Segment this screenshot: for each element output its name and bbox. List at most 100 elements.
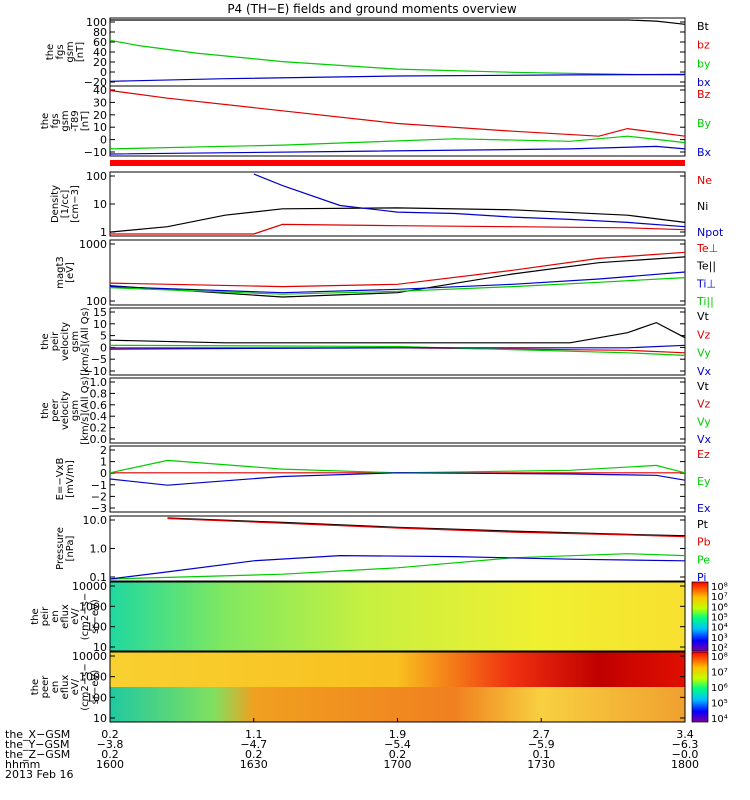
x-row-value: 2.7 — [533, 728, 551, 741]
y-tick-label: 0 — [100, 134, 107, 147]
x-row-value: 0.2 — [101, 748, 119, 761]
y-axis-label-line: [km/s](All Qs) — [80, 307, 91, 375]
y-axis-label-line: [nPa] — [65, 535, 76, 561]
panel-frame — [109, 515, 686, 582]
panel-density: 100 10 1 Density [1/cc] [cm−3] Ne Ni Npot — [50, 170, 724, 239]
y-tick-label: 5 — [100, 330, 107, 343]
y-axis-label-line: gsm — [60, 110, 71, 131]
y-tick-label: 10 — [93, 121, 107, 134]
x-row-value: 1.9 — [389, 728, 407, 741]
y-tick-label: 10 — [93, 712, 107, 725]
x-row-value: −4.7 — [240, 738, 267, 751]
date-label: 2013 Feb 16 — [5, 768, 73, 781]
colorbar — [691, 581, 709, 652]
series-line-blue — [109, 271, 686, 294]
y-axis-label-line: eV/ — [70, 608, 81, 625]
colorbar-tick-label: 10⁵ — [711, 699, 728, 710]
y-axis-label-line: peir — [50, 331, 61, 351]
legend-red: Vz — [697, 328, 711, 341]
panel-peer_spec: 10⁸ 10⁷ 10⁶ 10⁵ 10⁴ 10000 1000 100 10 the peer en ef… — [30, 650, 728, 725]
series-line-green — [109, 553, 686, 580]
electron-spectrogram-low — [110, 687, 685, 722]
legend-black: Bt — [697, 20, 710, 33]
x-row-label: the_Y−GSM — [5, 738, 70, 751]
legend-red: Bz — [697, 88, 711, 101]
y-axis-label-line: sr−eV) — [90, 670, 101, 705]
y-axis-label-line: the — [40, 333, 51, 349]
legend-green: Ey — [697, 475, 711, 488]
series-line-blue — [109, 472, 686, 486]
x-row-label: hhmm — [5, 758, 40, 771]
y-tick-label: 60 — [93, 36, 107, 49]
legend-green: By — [697, 117, 712, 130]
series-line-black — [167, 517, 686, 537]
colorbar — [691, 651, 709, 723]
y-axis-label-line: -T89 — [70, 110, 81, 132]
panel-frame — [109, 239, 686, 306]
x-row-value: 0.1 — [533, 748, 551, 761]
series-line-red — [109, 251, 686, 288]
y-axis-label-line: the — [30, 608, 41, 624]
legend-blue: Vx — [697, 433, 712, 446]
legend-black: Pt — [697, 518, 709, 531]
separator-bar — [110, 160, 685, 166]
y-tick-label: −2 — [91, 490, 107, 503]
series-line-black — [109, 256, 686, 298]
y-tick-label: 0.8 — [90, 387, 108, 400]
y-axis-label-line: the — [40, 113, 51, 129]
y-tick-label: 1.0 — [90, 543, 108, 556]
x-row-value: 0.2 — [389, 748, 407, 761]
panel-pressure: 10.0 1.0 0.1 Pressure [nPa] Pt Pb Pe Pi — [55, 514, 711, 584]
y-axis-label-line: peir — [40, 606, 51, 626]
x-row-value: 1700 — [384, 758, 412, 771]
y-tick-label: 0.6 — [90, 399, 108, 412]
y-tick-label: −1 — [91, 479, 107, 492]
legend-black: Vt — [697, 380, 710, 393]
series-line-blue — [253, 173, 686, 228]
y-axis-label-line: [mV/m] — [65, 460, 76, 498]
x-row-value: 1800 — [671, 758, 699, 771]
x-row-value: 1.1 — [245, 728, 263, 741]
y-tick-label: 1000 — [79, 600, 107, 613]
legend-red: Pb — [697, 536, 711, 549]
panel-frame — [109, 377, 686, 444]
y-tick-label: −3 — [91, 502, 107, 515]
series-line-black — [109, 321, 686, 344]
series-line-red — [109, 89, 686, 137]
y-axis-label-line: the — [45, 44, 56, 60]
y-tick-label: 0.0 — [90, 433, 108, 446]
colorbar-tick-label: 10⁶ — [711, 683, 728, 694]
legend-green: Vy — [697, 415, 711, 428]
y-axis-label-line: [km/s](All Qs) — [80, 376, 91, 444]
colorbar-tick-label: 10⁶ — [711, 602, 728, 613]
y-tick-label: 100 — [86, 295, 107, 308]
y-tick-label: 100 — [86, 621, 107, 634]
legend-blue: bx — [697, 76, 711, 89]
legend-black: Vt — [697, 310, 710, 323]
x-row-value: 0.2 — [101, 728, 119, 741]
x-row-value: −3.8 — [97, 738, 124, 751]
y-tick-label: 10 — [93, 641, 107, 654]
y-tick-label: −10 — [84, 146, 107, 159]
y-tick-label: 10 — [93, 318, 107, 331]
y-axis-label-line: eflux — [60, 604, 71, 629]
y-axis-label-line: the — [40, 402, 51, 418]
y-axis-label-line: [cm−3] — [70, 185, 81, 223]
y-axis-label-line: gsm — [70, 400, 81, 421]
x-row-label: the_X−GSM — [5, 728, 70, 741]
legend-red: Vz — [697, 398, 711, 411]
x-row-value: 1630 — [240, 758, 268, 771]
series-line-red — [110, 223, 686, 235]
colorbar-tick-label: 10³ — [711, 633, 728, 644]
y-tick-label: −5 — [91, 353, 107, 366]
electron-spectrogram-high — [110, 652, 685, 687]
y-axis-label-line: en — [50, 681, 61, 694]
y-axis-label-line: en — [50, 610, 61, 623]
series-line-blue — [109, 145, 686, 155]
y-tick-label: 0.2 — [90, 422, 108, 435]
y-tick-label: 40 — [93, 46, 107, 59]
x-row-value: 1730 — [527, 758, 555, 771]
y-tick-label: 1 — [100, 226, 107, 239]
